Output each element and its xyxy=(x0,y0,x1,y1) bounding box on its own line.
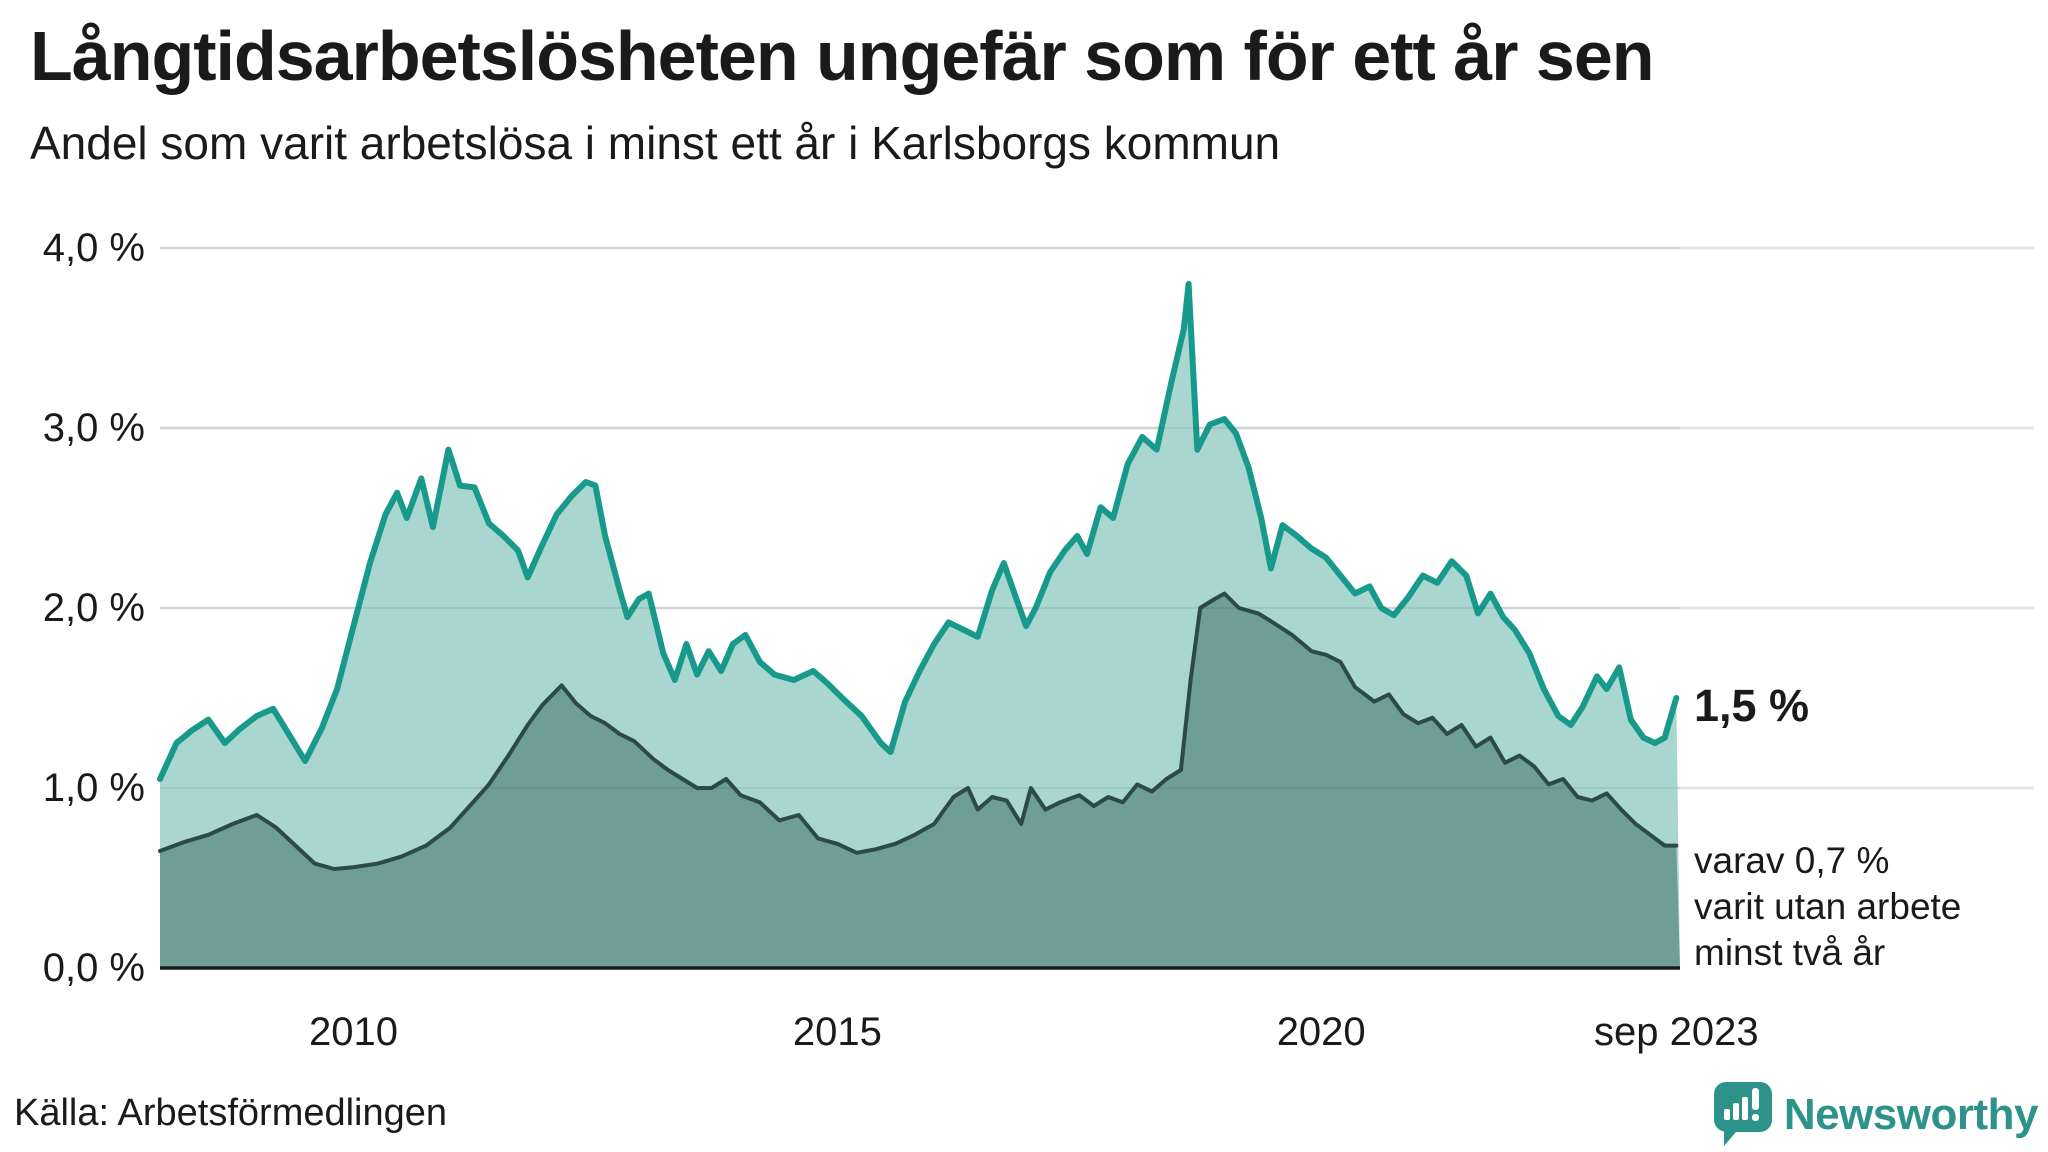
x-axis-label: 2015 xyxy=(792,1010,882,1054)
area-2yr xyxy=(160,593,1680,968)
y-axis-label: 3,0 % xyxy=(42,406,145,450)
y-axis-label: 2,0 % xyxy=(42,586,145,630)
newsworthy-logo[interactable]: Newsworthy xyxy=(1713,1082,2039,1148)
x-axis-label: 2010 xyxy=(309,1010,399,1054)
y-axis-label: 4,0 % xyxy=(42,226,145,270)
y-axis-label: 0,0 % xyxy=(42,946,145,990)
x-axis-label: sep 2023 xyxy=(1594,1010,1759,1054)
logo-text: Newsworthy xyxy=(1783,1090,2039,1139)
page-subtitle: Andel som varit arbetslösa i minst ett å… xyxy=(30,117,1281,169)
gridlines-overlay xyxy=(160,247,1680,789)
source-note: Källa: Arbetsförmedlingen xyxy=(14,1092,448,1134)
area-series xyxy=(157,247,1680,968)
line-1yr xyxy=(157,281,1680,782)
page-title: Långtidsarbetslösheten ungefär som för e… xyxy=(30,17,1655,95)
line-2yr xyxy=(158,591,1679,871)
speech-bubble-bar-chart-icon xyxy=(1713,1082,1772,1146)
x-axis-label: 2020 xyxy=(1276,1010,1366,1054)
end-value-label: 1,5 % xyxy=(1694,680,1810,731)
y-axis-label: 1,0 % xyxy=(42,766,145,810)
annotation-two-years: varav 0,7 % varit utan arbete minst två … xyxy=(1694,840,1962,973)
